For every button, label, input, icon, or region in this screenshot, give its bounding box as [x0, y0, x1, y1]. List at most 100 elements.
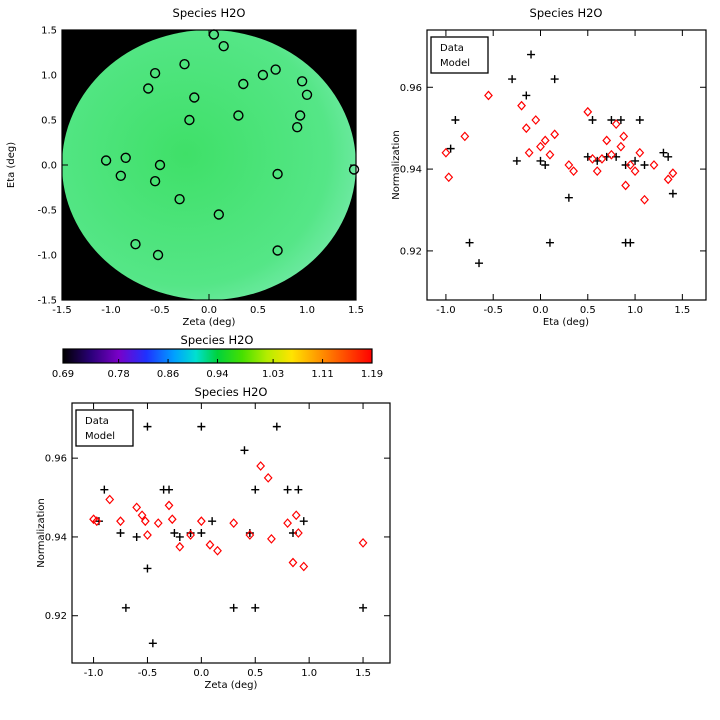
data-point-plus: [659, 148, 668, 157]
source-circle: [213, 209, 225, 220]
y-tick-label: -0.5: [37, 206, 57, 217]
model-point-diamond: [132, 502, 142, 513]
x-tick-label: 1.0: [299, 305, 315, 316]
data-point-plus: [251, 603, 260, 612]
model-point-diamond: [592, 166, 602, 177]
model-point-diamond: [137, 510, 147, 521]
data-point-plus: [359, 603, 368, 612]
source-circle: [149, 67, 161, 79]
model-point-diamond: [293, 528, 303, 538]
y-tick-label: 0.92: [400, 246, 422, 257]
x-tick-label: 1.0: [627, 305, 643, 316]
x-tick-label: 0.5: [250, 305, 266, 316]
model-disk: [62, 30, 356, 300]
model-point-diamond: [444, 172, 454, 183]
model-point-diamond: [521, 123, 531, 134]
y-tick-label: 1.5: [41, 26, 57, 37]
model-point-diamond: [611, 119, 621, 129]
data-point-plus: [522, 91, 531, 100]
model-point-diamond: [263, 472, 273, 483]
model-point-diamond: [267, 534, 276, 544]
source-circle: [130, 238, 141, 250]
colorbar-tick-label: 0.86: [157, 369, 179, 380]
source-circle: [294, 110, 306, 121]
model-point-diamond: [441, 147, 451, 158]
x-tick-label: 1.5: [674, 305, 690, 316]
y-tick-label: 1.0: [41, 71, 57, 82]
colorbar-tick-label: 0.94: [206, 369, 228, 380]
data-point-plus: [148, 639, 157, 648]
model-point-diamond: [607, 149, 616, 160]
model-point-diamond: [550, 129, 560, 140]
series-data: [94, 422, 368, 648]
eta-xaxis-label: Eta (deg): [543, 317, 589, 328]
source-circle: [238, 78, 249, 90]
y-tick-label: 0.96: [45, 454, 67, 465]
data-point-plus: [475, 259, 484, 268]
data-point-plus: [100, 485, 109, 494]
map-panel: -1.5 -1.0 -0.5 0.0 0.5 1.0 1.5 -1.5 -1.0 -0.5 0.0 0…: [37, 26, 363, 317]
model-point-diamond: [484, 90, 493, 101]
source-circle: [189, 92, 200, 103]
model-point-diamond: [283, 518, 293, 529]
model-point-diamond: [602, 135, 612, 146]
data-point-plus: [446, 144, 455, 153]
model-point-diamond: [140, 516, 150, 527]
source-circle: [174, 193, 185, 205]
model-point-diamond: [299, 561, 309, 572]
source-circle: [272, 168, 283, 180]
map-yaxis-label: Eta (deg): [6, 142, 17, 188]
x-tick-label: 1.5: [355, 668, 371, 679]
model-point-diamond: [92, 516, 102, 527]
series-data: [444, 50, 677, 268]
data-point-plus: [536, 156, 545, 165]
zeta-legend-model-label: Model: [85, 431, 115, 442]
data-point-plus: [607, 116, 616, 124]
source-circle: [292, 121, 303, 133]
series-model: [89, 461, 368, 572]
source-circle: [296, 76, 308, 87]
source-circle: [143, 83, 154, 94]
model-point-diamond: [460, 131, 470, 142]
eta-scatter-panel: -1.0 -0.5 0.0 0.5 1.0 1.5 0.92 0.94 0.96: [400, 29, 707, 316]
model-point-diamond: [358, 537, 368, 548]
model-point-diamond: [256, 461, 266, 471]
data-point-plus: [512, 156, 521, 165]
data-point-plus: [165, 485, 174, 494]
y-tick-label: -1.5: [37, 296, 57, 307]
source-circle: [152, 249, 164, 261]
colorbar-tick-label: 1.11: [311, 369, 333, 380]
model-point-diamond: [291, 510, 301, 521]
zeta-legend-box: [75, 409, 134, 447]
map-xaxis-label: Zeta (deg): [183, 317, 236, 328]
zeta-legend: Data Model: [75, 409, 134, 447]
model-point-diamond: [619, 131, 629, 142]
model-point-diamond: [517, 100, 526, 111]
eta-legend-data-label: Data: [440, 43, 464, 54]
model-point-diamond: [288, 557, 298, 568]
data-point-plus: [229, 603, 238, 612]
y-tick-label: 0.96: [400, 83, 422, 94]
y-tick-label: 0.94: [400, 165, 422, 176]
eta-legend-model-label: Model: [440, 58, 470, 69]
colorbar-tick-label: 0.69: [52, 369, 74, 380]
data-point-plus: [588, 116, 597, 124]
x-tick-label: -1.5: [52, 305, 72, 316]
data-point-plus: [94, 517, 103, 526]
source-circle: [301, 89, 313, 101]
data-point-plus: [465, 238, 474, 247]
model-point-diamond: [143, 530, 152, 540]
y-tick-label: -1.0: [37, 251, 57, 262]
model-point-diamond: [105, 494, 115, 505]
x-tick-label: 0.5: [247, 668, 263, 679]
source-circle: [115, 170, 127, 182]
source-circle: [272, 245, 283, 256]
model-point-diamond: [625, 160, 635, 170]
model-point-diamond: [583, 106, 593, 117]
model-point-diamond: [616, 141, 626, 152]
model-point-diamond: [588, 153, 597, 164]
model-point-diamond: [116, 516, 125, 527]
x-tick-label: 0.5: [580, 305, 596, 316]
y-tick-label: 0.5: [41, 116, 57, 127]
